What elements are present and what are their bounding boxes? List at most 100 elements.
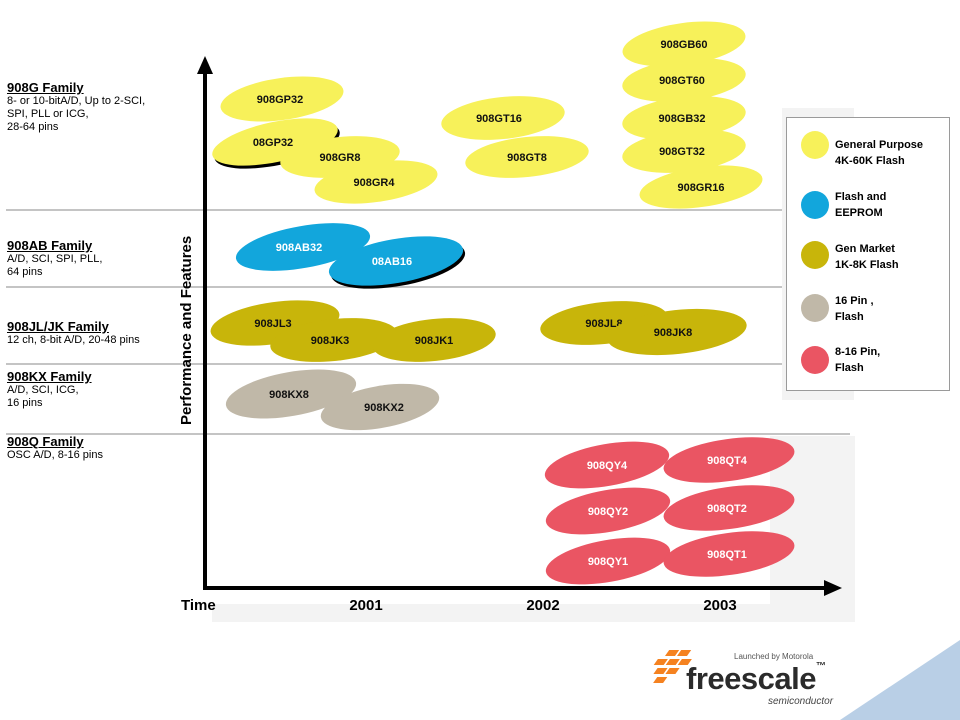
part-908gt32: 908GT32 [622,129,746,173]
part-ellipse [663,531,795,577]
family-908g: 908G Family 8- or 10-bitA/D, Up to 2-SCI… [7,80,192,134]
legend-label: Flash and EEPROM [835,191,887,219]
part-908gt60: 908GT60 [622,58,746,102]
part-ellipse [225,369,357,419]
family-name: 908KX Family [7,369,92,384]
family-desc: OSC A/D, 8-16 pins [7,449,103,461]
part-label: 908GT60 [659,75,705,87]
part-908qt1: 908QT1 [663,531,795,577]
part-label: 908QY1 [588,556,628,568]
legend-swatch [801,241,829,269]
family-desc: 12 ch, 8-bit A/D, 20-48 pins [7,334,140,346]
part-908gp32: 908GP32 [220,76,344,122]
legend-label: 16 Pin , Flash [835,295,874,323]
part-908qt4: 908QT4 [663,437,795,483]
part-908ab32: 908AB32 [235,223,371,271]
part-ellipse [235,223,371,271]
part-label: 908QY2 [588,506,628,518]
part-908gr16: 908GR16 [639,165,763,209]
family-desc: A/D, SCI, SPI, PLL, 64 pins [7,253,103,278]
part-ellipse [607,308,747,356]
part-ellipse [622,58,746,102]
part-908jk8: 908JK8 [607,308,747,356]
part-label: 908AB32 [276,242,322,254]
part-ellipse [441,96,565,140]
part-908qy1: 908QY1 [545,537,671,585]
part-08gp32: 08GP32 [212,118,340,169]
part-908gt16: 908GT16 [441,96,565,140]
parts-layer: 908GP32 08GP32 908GR8 908GR4 908GT16 908GT8 90… [210,21,795,585]
part-label: 08GP32 [253,137,293,149]
legend-label: 8-16 Pin, Flash [835,346,881,374]
trademark-symbol: ™ [815,661,826,672]
part-908kx8: 908KX8 [225,369,357,419]
freescale-mark-icon [653,650,692,683]
part-ellipse [622,129,746,173]
part-ellipse [270,318,398,362]
legend: General Purpose 4K-60K Flash Flash and E… [786,117,950,391]
family-name: 908AB Family [7,238,93,253]
freescale-logo: Launched by Motorola freescale™ semicond… [642,644,842,710]
family-908q: 908Q Family OSC A/D, 8-16 pins [7,434,192,462]
part-908qt2: 908QT2 [663,485,795,531]
brand-name: freescale [686,661,816,696]
part-label: 908QT1 [707,549,747,561]
family-desc: 8- or 10-bitA/D, Up to 2-SCI, SPI, PLL o… [7,95,146,133]
part-ellipse [372,318,496,362]
family-908ab: 908AB Family A/D, SCI, SPI, PLL, 64 pins [7,238,192,279]
part-label: 908JK3 [311,335,350,347]
family-908kx: 908KX Family A/D, SCI, ICG, 16 pins [7,369,192,410]
part-ellipse [545,487,671,535]
part-908qy4: 908QY4 [544,441,670,489]
family-name: 908Q Family [7,434,84,449]
part-label: 908QY4 [587,460,628,472]
x-axis-arrow [824,580,842,596]
legend-swatch [801,346,829,374]
part-908kx2: 908KX2 [320,383,440,431]
part-ellipse [320,383,440,431]
part-label: 908QT4 [707,455,748,467]
part-label: 908KX2 [364,402,404,414]
part-label: 908GT8 [507,152,547,164]
brand-wordmark: freescale™ [686,661,826,697]
year-label: 2002 [526,597,559,614]
part-label: 908JK8 [654,327,693,339]
part-ellipse [639,165,763,209]
part-label: 908GR8 [320,152,361,164]
family-desc: A/D, SCI, ICG, 16 pins [7,384,79,409]
corner-decoration [840,640,960,720]
part-ellipse [314,160,438,204]
y-axis-arrow [197,56,213,74]
part-ellipse [663,485,795,531]
family-name: 908G Family [7,80,84,95]
legend-label: Gen Market 1K-8K Flash [835,243,899,271]
legend-swatch [801,131,829,159]
part-label: 908QT2 [707,503,747,515]
part-08ab16: 08AB16 [328,236,466,289]
part-ellipse [545,537,671,585]
part-908jk3: 908JK3 [270,318,398,362]
legend-swatch [801,294,829,322]
part-908gr4: 908GR4 [314,160,438,204]
launched-by-text: Launched by Motorola [734,652,814,661]
part-label: 908GB60 [660,39,707,51]
part-908gt8: 908GT8 [465,136,589,178]
part-label: 908GR16 [677,182,724,194]
year-label: 2001 [349,597,382,614]
part-label: 908KX8 [269,389,309,401]
part-label: 908GT16 [476,113,522,125]
part-label: 908GP32 [257,94,303,106]
legend-swatch [801,191,829,219]
part-ellipse [663,437,795,483]
part-908gb32: 908GB32 [622,96,746,140]
part-908jk1: 908JK1 [372,318,496,362]
part-ellipse [465,136,589,178]
y-axis-label: Performance and Features [178,236,195,425]
x-axis-label: Time [181,597,216,614]
part-label: 908GT32 [659,146,705,158]
part-label: 908JL3 [254,318,291,330]
brand-subtitle: semiconductor [768,696,834,707]
part-908gb60: 908GB60 [622,21,746,67]
